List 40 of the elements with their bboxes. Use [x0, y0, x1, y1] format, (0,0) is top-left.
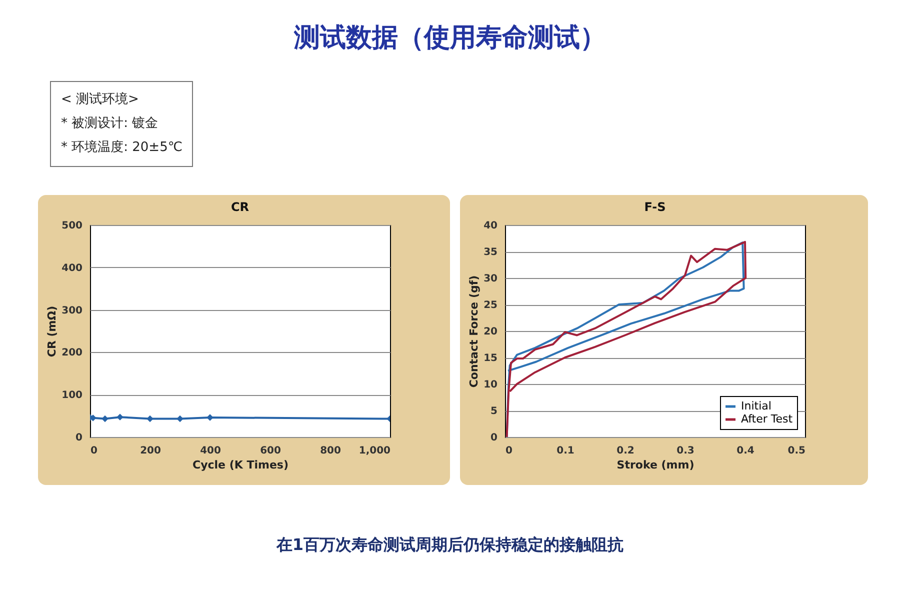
x-axis-title: Stroke (mm)	[616, 458, 694, 472]
y-tick-label: 40	[484, 220, 498, 232]
text: 在1百万次寿命测试周期后仍保持稳定的接触阻抗	[275, 535, 625, 556]
x-tick-label: 1,000	[358, 446, 391, 456]
y-axis-title: Contact Force (gf)	[468, 275, 481, 388]
chart-title: F-S	[644, 200, 666, 214]
x-tick-label: 200	[140, 446, 161, 456]
y-tick-label: 200	[62, 348, 83, 359]
chart-title: CR	[230, 200, 250, 214]
legend-label: After Test	[741, 412, 794, 426]
x-tick-label: 0.1	[556, 446, 574, 456]
y-tick-label: 30	[484, 274, 498, 284]
y-tick-label: 35	[484, 247, 498, 258]
y-tick-label: 300	[62, 305, 83, 316]
y-tick-label: 15	[484, 353, 498, 364]
x-tick-label: 0	[90, 446, 98, 456]
text: < 测试环境>	[61, 91, 140, 109]
x-tick-label: 0	[506, 446, 512, 456]
y-tick-label: 10	[484, 380, 498, 390]
x-tick-label: 600	[260, 446, 281, 456]
text: * 被测设计: 镀金	[61, 115, 160, 133]
y-tick-label: 0	[76, 432, 83, 444]
y-tick-label: 400	[62, 262, 83, 274]
y-tick-label: 100	[62, 390, 83, 402]
legend-label: Initial	[741, 400, 772, 412]
x-tick-label: 0.5	[788, 446, 806, 456]
y-tick-label: 20	[484, 326, 498, 338]
x-tick-label: 400	[200, 446, 221, 456]
y-tick-label: 25	[484, 300, 498, 311]
y-tick-label: 0	[490, 432, 498, 444]
y-tick-label: 500	[62, 220, 83, 232]
x-tick-label: 800	[320, 446, 341, 456]
text: * 环境温度: 20±5℃	[61, 139, 182, 157]
x-tick-label: 0.4	[736, 446, 754, 456]
x-tick-label: 0.2	[616, 446, 634, 456]
x-axis-title: Cycle (K Times)	[192, 458, 288, 472]
x-tick-label: 0.3	[676, 446, 694, 456]
y-axis-title: CR (mΩ)	[46, 306, 59, 358]
text: 测试数据（使用寿命测试）	[292, 22, 607, 55]
y-tick-label: 5	[490, 406, 498, 417]
